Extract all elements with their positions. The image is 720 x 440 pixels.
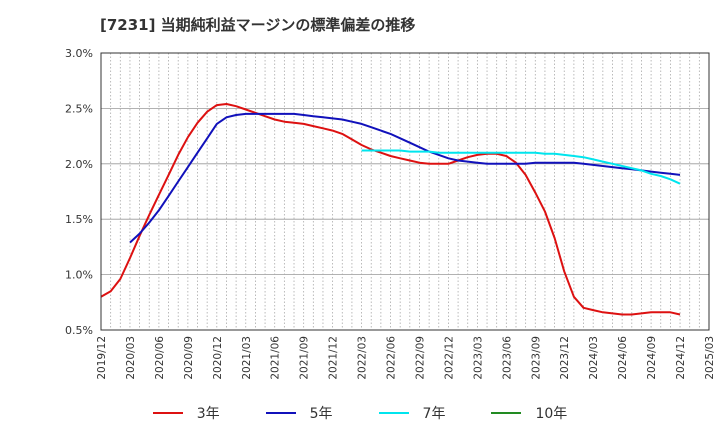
series-line-5年 [129,112,681,244]
legend-swatch [265,412,296,414]
series-line-7年 [361,149,681,185]
x-tick-label: 2020/06 [154,336,166,380]
x-tick-label: 2021/03 [241,336,253,380]
legend-swatch [378,412,409,414]
x-tick-label: 2024/12 [675,336,687,380]
legend-item: 10年 [491,403,567,423]
y-tick-label: 2.0% [65,158,93,171]
x-tick-label: 2024/03 [588,336,600,380]
legend-item: 3年 [152,403,220,423]
series-lines [100,103,681,316]
x-tick-label: 2023/06 [501,336,513,380]
y-axis: 0.5% 1.0% 1.5% 2.0% 2.5% 3.0% [65,47,93,337]
x-tick-label: 2020/09 [183,336,195,380]
x-tick-label: 2022/06 [386,336,398,380]
legend-swatch [152,412,183,414]
plot-frame [100,52,710,331]
x-tick-label: 2019/12 [96,336,108,380]
y-tick-label: 1.0% [65,269,93,282]
legend-item: 7年 [378,403,446,423]
legend-label: 10年 [535,406,568,422]
grid [101,52,709,331]
x-tick-label: 2023/03 [472,336,484,380]
x-tick-label: 2022/03 [357,336,369,380]
x-tick-label: 2021/06 [270,336,282,380]
legend: 3年 5年 7年 10年 [0,403,720,423]
x-tick-label: 2021/12 [328,336,340,380]
x-tick-label: 2020/03 [125,336,137,380]
y-tick-label: 0.5% [65,324,93,337]
legend-item: 5年 [265,403,333,423]
legend-label: 3年 [196,406,220,422]
x-tick-label: 2022/12 [443,336,455,380]
x-tick-label: 2020/12 [212,336,224,380]
y-tick-label: 3.0% [65,47,93,60]
series-line-3年 [100,103,681,316]
x-tick-label: 2021/09 [299,336,311,380]
x-axis: 2019/12 2020/03 2020/06 2020/09 2020/12 2021/… [96,336,716,380]
x-tick-label: 2023/12 [559,336,571,380]
y-tick-label: 2.5% [65,102,93,115]
legend-label: 5年 [309,406,333,422]
x-tick-label: 2025/03 [704,336,716,380]
legend-swatch [491,412,522,414]
x-tick-label: 2024/06 [617,336,629,380]
x-tick-label: 2022/09 [414,336,426,380]
chart-title: [7231] 当期純利益マージンの標準偏差の推移 [100,16,416,34]
y-tick-label: 1.5% [65,213,93,226]
legend-label: 7年 [422,406,446,422]
x-tick-label: 2023/09 [530,336,542,380]
x-tick-label: 2024/09 [646,336,658,380]
